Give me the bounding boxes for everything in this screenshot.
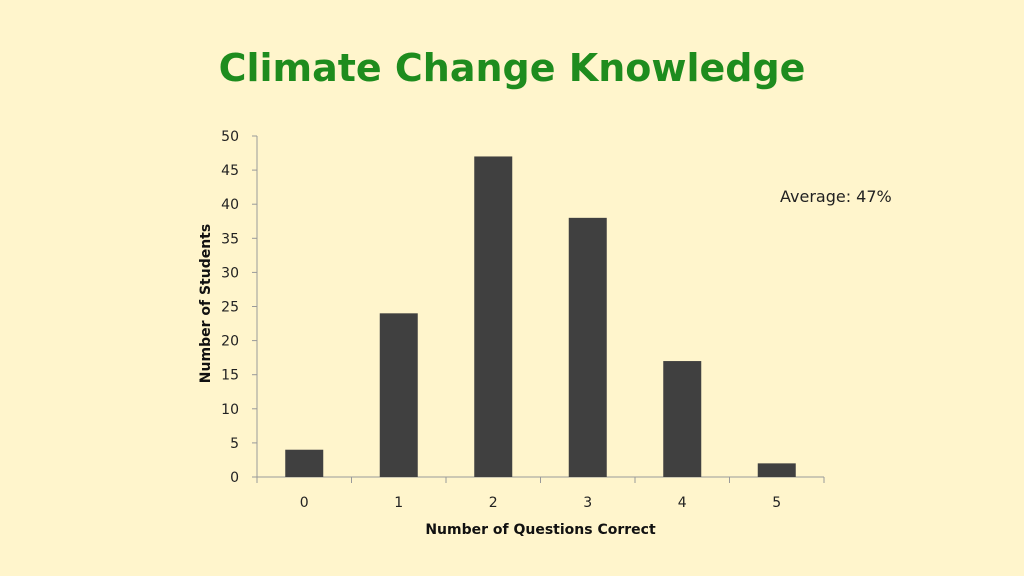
y-tick-label: 5	[230, 436, 239, 452]
y-tick-label: 10	[221, 402, 239, 418]
chart-title: Climate Change Knowledge	[218, 46, 806, 90]
x-axis-label: Number of Questions Correct	[425, 522, 656, 538]
y-axis: 0 5 10 15 20 25 30 35 40 45 50	[221, 129, 258, 486]
bar-4	[663, 361, 702, 477]
y-tick-label: 0	[230, 470, 239, 486]
bar-3	[568, 217, 607, 477]
x-tick-label: 0	[300, 495, 309, 511]
y-tick-label: 25	[221, 300, 239, 316]
bar-1	[379, 313, 418, 477]
x-tick-label: 2	[489, 495, 498, 511]
y-tick-label: 40	[221, 197, 239, 213]
y-tick-label: 50	[221, 129, 239, 145]
y-tick-label: 30	[221, 265, 239, 281]
x-axis: 0 1 2 3 4 5	[256, 476, 825, 511]
x-tick-label: 4	[678, 495, 687, 511]
bar-5	[757, 463, 796, 477]
x-tick-label: 1	[394, 495, 403, 511]
bar-2	[474, 156, 513, 477]
x-tick-label: 5	[772, 495, 781, 511]
y-tick-label: 45	[221, 163, 239, 179]
average-annotation: Average: 47%	[780, 187, 892, 206]
bars	[285, 156, 796, 477]
y-tick-label: 35	[221, 231, 239, 247]
y-tick-label: 15	[221, 368, 239, 384]
y-tick-label: 20	[221, 334, 239, 350]
y-axis-label: Number of Students	[198, 224, 214, 383]
x-tick-label: 3	[583, 495, 592, 511]
bar-0	[285, 449, 324, 477]
